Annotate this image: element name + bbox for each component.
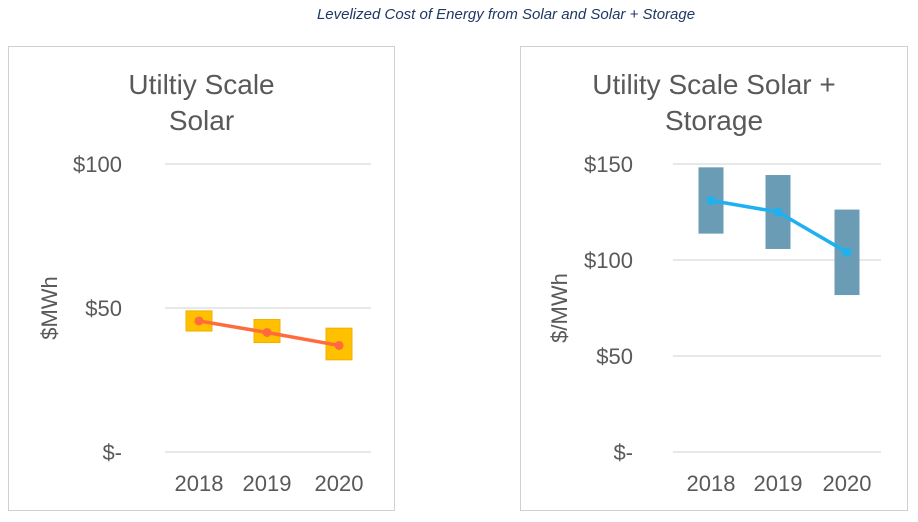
y-axis-label: $/MWh [547,273,572,343]
y-tick-label: $100 [73,152,122,177]
x-tick-label: 2018 [175,471,224,496]
data-point [194,316,204,326]
data-point [706,195,716,205]
y-tick-label: $50 [85,296,122,321]
y-tick-label: $150 [584,152,633,177]
y-tick-label: $50 [596,344,633,369]
x-tick-label: 2018 [687,471,736,496]
x-tick-label: 2019 [243,471,292,496]
y-tick-label: $100 [584,248,633,273]
chart-plot: $- $50 $100 $MWh 2018 2019 2020 [37,152,371,496]
x-tick-label: 2020 [823,471,872,496]
chart-title: Utiltiy Scale Solar [128,69,275,136]
data-point [842,247,852,257]
chart-panel-solar: Utiltiy Scale Solar $- $50 $100 $MWh 2018 201… [8,46,395,511]
chart-panel-solar-storage: Utility Scale Solar + Storage $- $50 $100 $… [520,46,908,511]
x-tick-label: 2020 [315,471,364,496]
data-point [773,207,783,217]
data-point [262,327,272,337]
x-tick-label: 2019 [754,471,803,496]
chart-plot: $- $50 $100 $150 $/MWh 2018 2019 2020 [547,152,881,496]
y-tick-label: $- [102,440,122,465]
y-axis-label: $MWh [37,276,62,340]
y-tick-label: $- [613,440,633,465]
figure-title: Levelized Cost of Energy from Solar and … [316,6,696,23]
data-point [334,340,344,350]
chart-title: Utility Scale Solar + Storage [592,69,836,136]
